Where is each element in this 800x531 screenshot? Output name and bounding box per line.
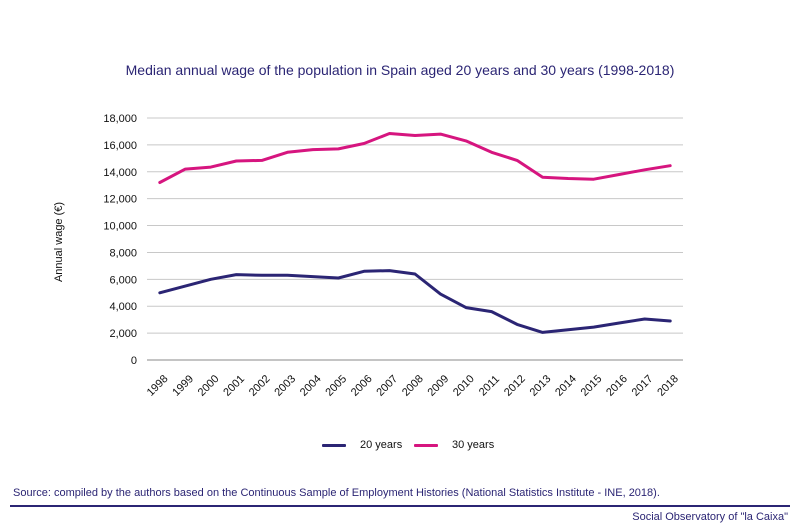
source-note: Source: compiled by the authors based on…: [13, 487, 660, 499]
y-tick-label: 10,000: [103, 221, 137, 233]
y-tick-label: 18,000: [103, 113, 137, 125]
y-axis-label: Annual wage (€): [53, 201, 65, 283]
legend-swatch-20-years: [322, 443, 346, 447]
y-tick-label: 14,000: [103, 167, 137, 179]
x-tick-label: 2014: [553, 373, 579, 399]
legend-label-20-years: 20 years: [360, 439, 403, 451]
x-tick-label: 2002: [247, 373, 273, 399]
series-line-30-years: [158, 132, 672, 184]
x-tick-label: 2017: [630, 373, 656, 399]
x-tick-label: 2016: [604, 373, 630, 399]
footer-credit: Social Observatory of "la Caixa": [632, 511, 788, 523]
y-tick-label: 8,000: [109, 247, 137, 259]
y-tick-label: 12,000: [103, 194, 137, 206]
x-tick-label: 2003: [272, 373, 298, 399]
x-tick-label: 1998: [145, 373, 171, 399]
chart-title: Median annual wage of the population in …: [125, 62, 675, 78]
y-axis-ticks: 0 2,000 4,000 6,000 8,000 10,000 12,000 14,000 1…: [103, 113, 137, 367]
y-tick-label: 0: [131, 355, 137, 367]
x-tick-label: 2012: [502, 373, 528, 399]
x-tick-label: 2001: [221, 373, 247, 399]
x-tick-label: 1999: [170, 373, 196, 399]
y-tick-label: 16,000: [103, 140, 137, 152]
legend-item-30-years: 30 years: [414, 439, 494, 451]
series-lines: [158, 132, 672, 334]
legend-label-30-years: 30 years: [452, 439, 495, 451]
x-tick-label: 2005: [323, 373, 349, 399]
grid-lines: [147, 117, 683, 361]
x-axis-ticks: 1998 1999 2000 2001 2002 2003 2004 2005 2006 2007…: [145, 373, 681, 399]
legend-item-20-years: 20 years: [322, 439, 402, 451]
x-tick-label: 2018: [655, 373, 681, 399]
x-tick-label: 2013: [528, 373, 554, 399]
legend: 20 years 30 years: [0, 439, 800, 455]
series-line-20-years: [158, 269, 672, 334]
y-tick-label: 2,000: [109, 328, 137, 340]
footer-divider: [10, 505, 790, 507]
x-tick-label: 2006: [349, 373, 375, 399]
x-tick-label: 2015: [579, 373, 605, 399]
x-tick-label: 2009: [426, 373, 452, 399]
x-tick-label: 2000: [196, 373, 222, 399]
legend-swatch-30-years: [414, 443, 438, 447]
y-tick-label: 4,000: [109, 301, 137, 313]
x-tick-label: 2010: [451, 373, 477, 399]
x-tick-label: 2011: [477, 373, 502, 398]
y-tick-label: 6,000: [109, 274, 137, 286]
x-tick-label: 2007: [374, 373, 400, 399]
x-tick-label: 2004: [298, 373, 324, 399]
x-tick-label: 2008: [400, 373, 426, 399]
